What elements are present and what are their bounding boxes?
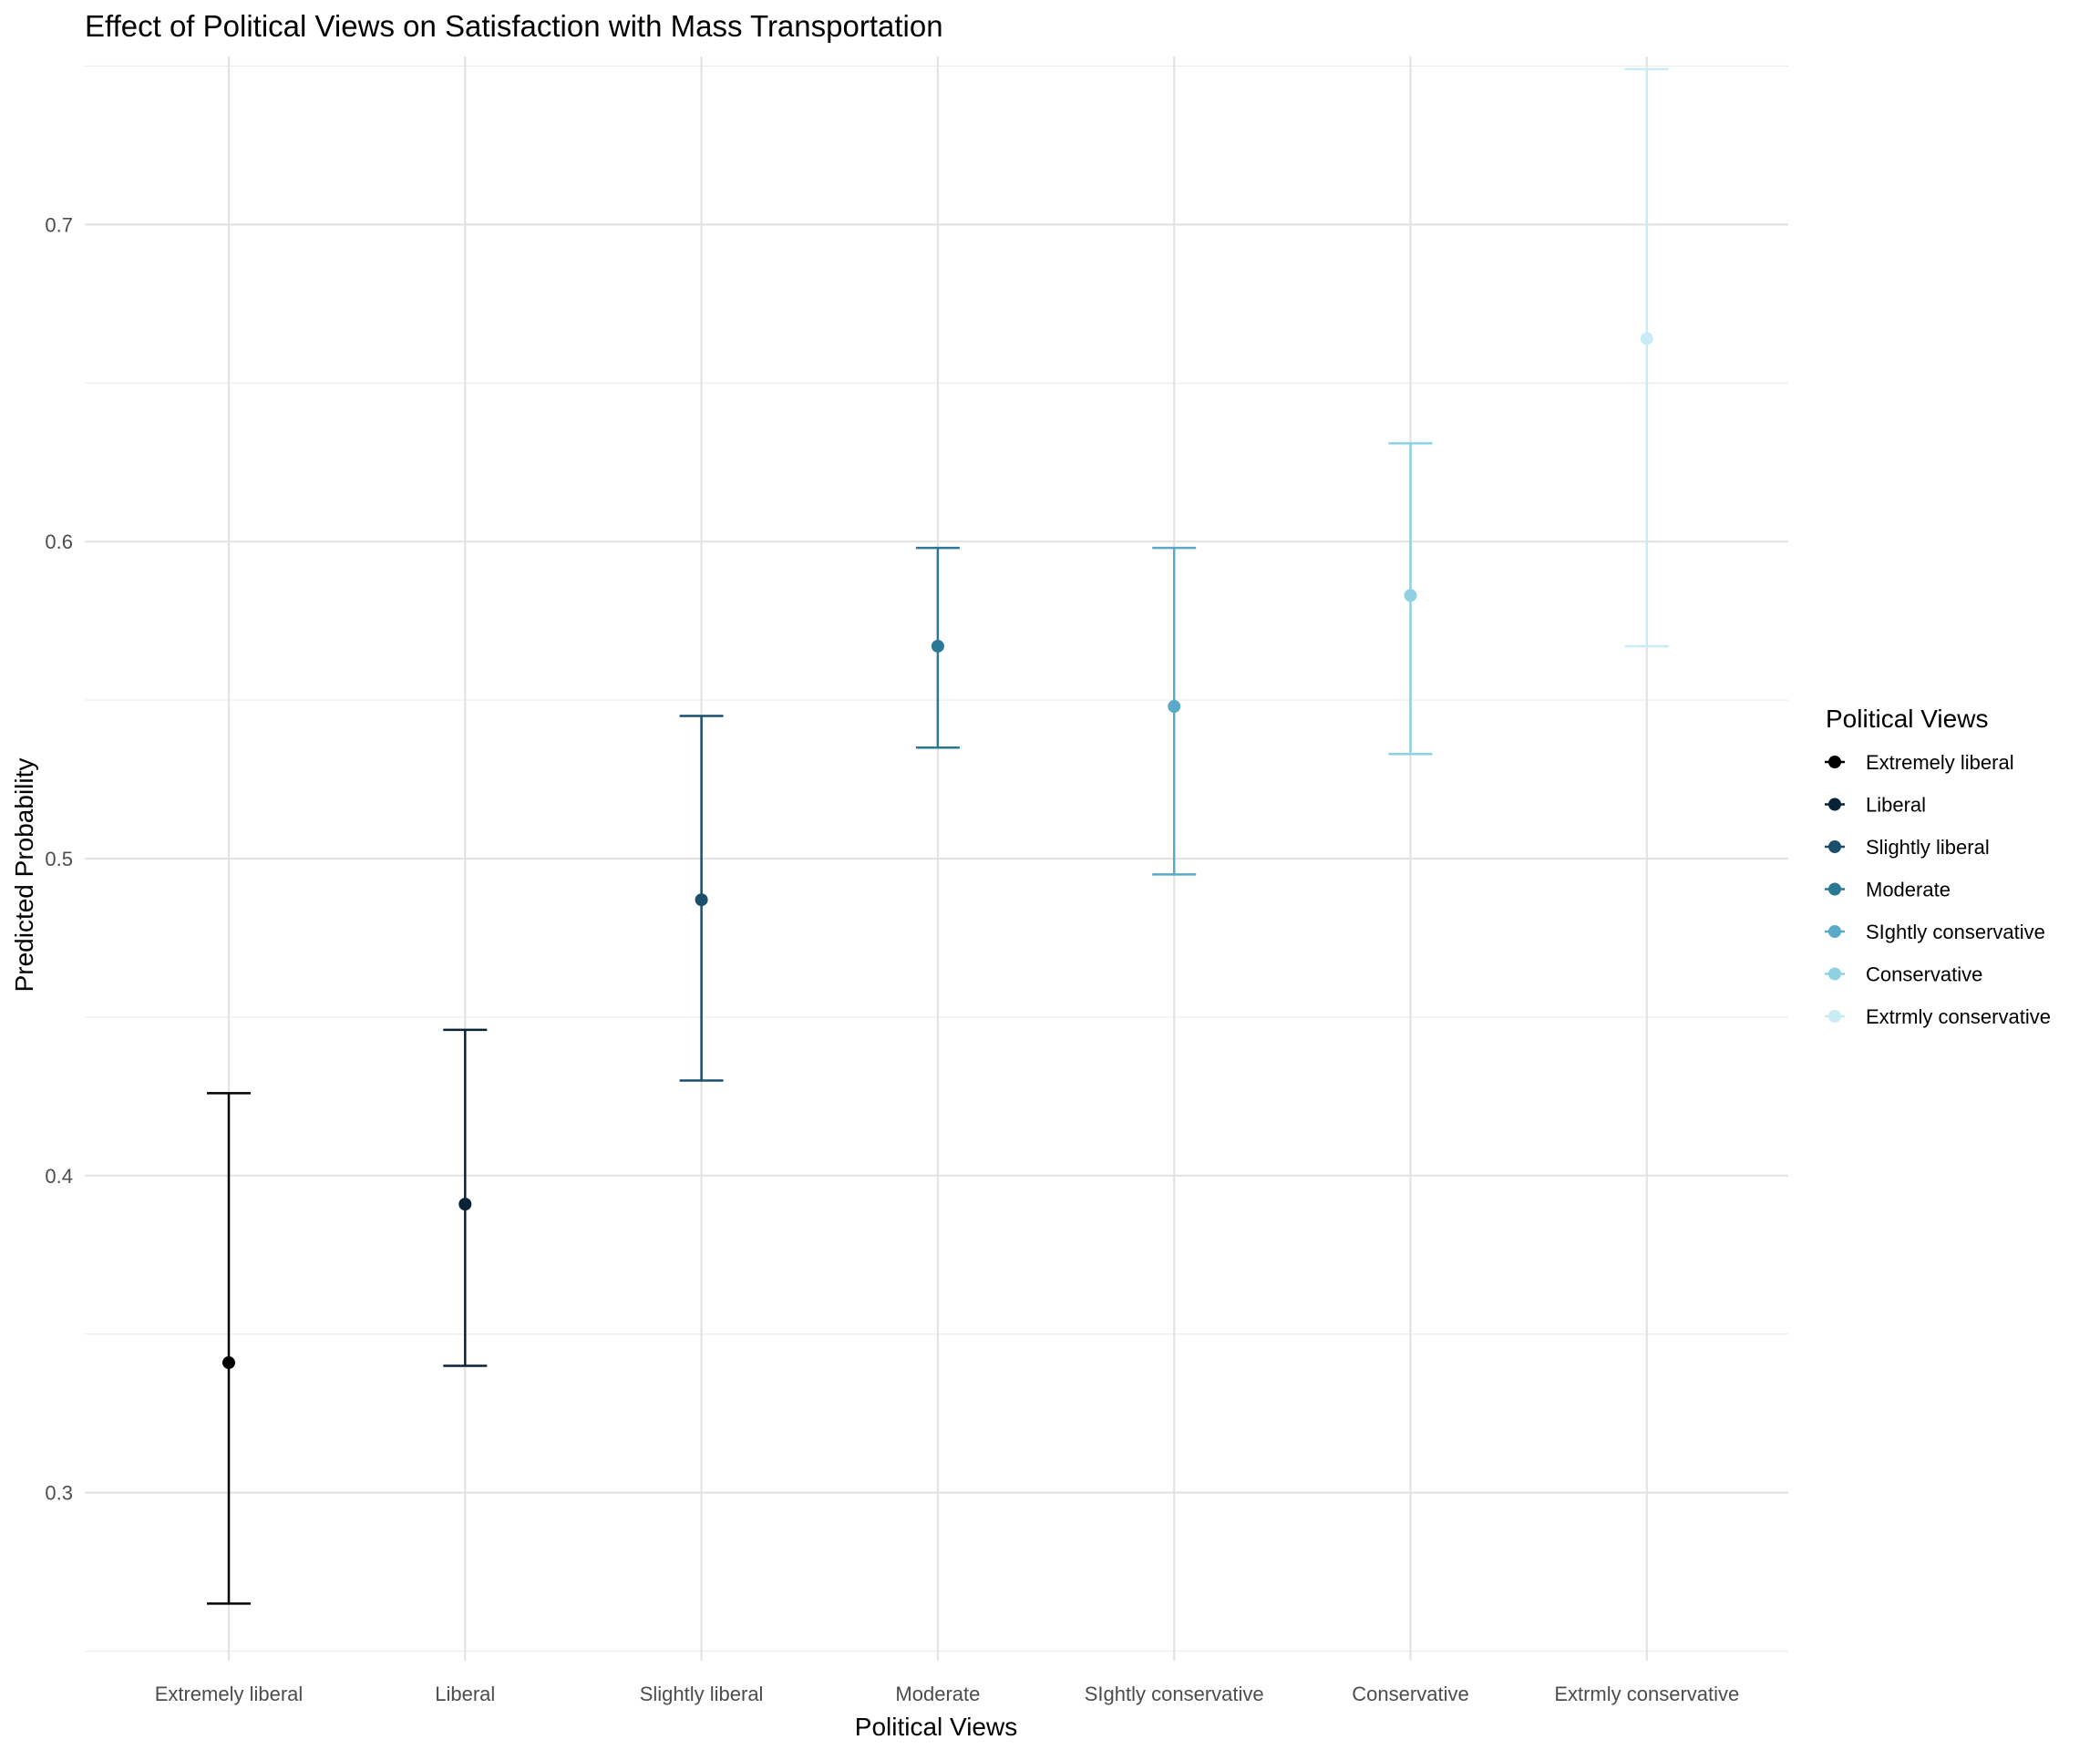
legend-label: Extrmly conservative (1866, 1005, 2051, 1028)
errorbar-group (1388, 442, 1433, 756)
errorbar-group (1624, 67, 1669, 648)
x-tick-label: Extrmly conservative (1554, 1683, 1739, 1705)
x-axis-ticks: Extremely liberal Liberal Slightly liberal… (155, 1683, 1740, 1705)
y-tick-label: 0.4 (45, 1165, 73, 1188)
y-axis-ticks: 0.3 0.4 0.5 0.6 0.7 (45, 213, 73, 1504)
legend: Political Views Extremely liberal Liberal… (1825, 705, 2051, 1028)
legend-key-point (1828, 1010, 1841, 1023)
y-axis-title: Predicted Probability (10, 758, 38, 993)
y-tick-label: 0.5 (45, 848, 73, 870)
chart-title: Effect of Political Views on Satisfactio… (85, 9, 943, 43)
data-point (695, 893, 708, 907)
x-tick-label: Slightly liberal (640, 1683, 764, 1705)
data-point (931, 639, 944, 653)
errorbar-group (679, 715, 724, 1082)
data-point (1404, 589, 1417, 602)
errorbar-group (207, 1092, 251, 1605)
plot-marks (207, 67, 1669, 1605)
errorbar-group (443, 1028, 488, 1367)
errorbar-group (915, 546, 960, 749)
x-axis-title: Political Views (855, 1713, 1017, 1741)
legend-key-point (1828, 756, 1841, 768)
legend-item: Extremely liberal (1825, 751, 2014, 774)
legend-label: Slightly liberal (1866, 836, 1990, 859)
legend-title: Political Views (1826, 705, 1988, 733)
legend-label: Liberal (1866, 794, 1926, 817)
data-point (222, 1356, 235, 1370)
x-tick-label: Conservative (1352, 1683, 1468, 1705)
y-tick-label: 0.7 (45, 213, 73, 236)
legend-label: Moderate (1866, 879, 1951, 901)
legend-key-point (1828, 925, 1841, 938)
grid-layer (85, 57, 1788, 1661)
legend-item: Moderate (1825, 879, 1951, 901)
legend-label: SIghtly conservative (1866, 921, 2045, 943)
legend-item: Conservative (1825, 963, 1982, 986)
legend-item: Slightly liberal (1825, 836, 1990, 859)
legend-label: Extremely liberal (1866, 751, 2014, 774)
legend-key-point (1828, 967, 1841, 981)
legend-key-point (1828, 882, 1841, 896)
data-point (458, 1198, 472, 1211)
legend-item: Liberal (1825, 794, 1926, 817)
legend-label: Conservative (1866, 963, 1982, 986)
legend-item: SIghtly conservative (1825, 921, 2045, 943)
legend-item: Extrmly conservative (1825, 1005, 2051, 1028)
x-tick-label: Extremely liberal (155, 1683, 304, 1705)
legend-key-point (1828, 840, 1841, 853)
legend-items: Extremely liberal Liberal Slightly liberal… (1825, 751, 2051, 1028)
x-tick-label: SIghtly conservative (1085, 1683, 1264, 1705)
data-point (1168, 700, 1181, 714)
y-tick-label: 0.6 (45, 530, 73, 553)
errorbar-group (1152, 546, 1197, 876)
x-tick-label: Liberal (435, 1683, 495, 1705)
x-tick-label: Moderate (895, 1683, 980, 1705)
data-point (1640, 332, 1653, 345)
y-tick-label: 0.3 (45, 1482, 73, 1505)
legend-key-point (1828, 798, 1841, 811)
